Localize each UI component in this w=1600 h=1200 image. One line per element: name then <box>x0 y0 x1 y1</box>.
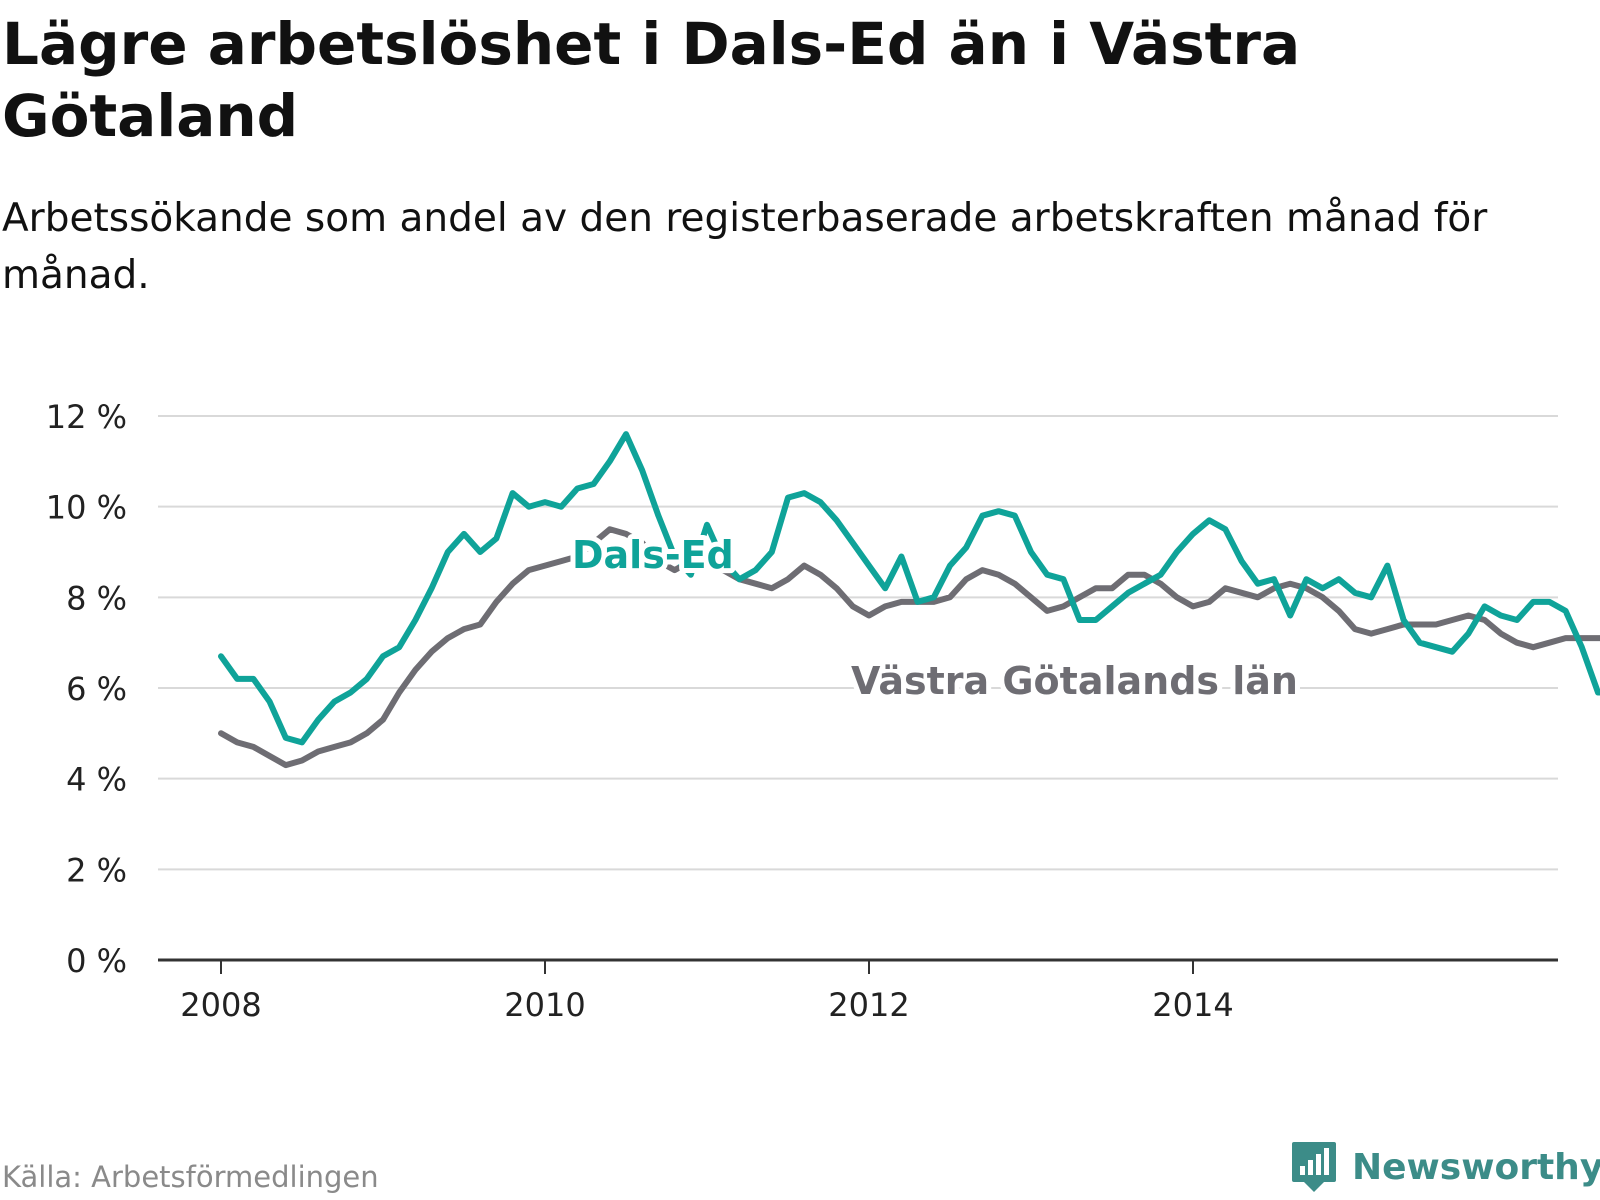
brand[interactable]: Newsworthy <box>1290 1140 1600 1194</box>
y-axis-ticks: 0 % 2 % 4 % 6 % 8 % 10 % 12 % <box>46 398 127 980</box>
x-tick-label: 2012 <box>828 986 909 1024</box>
x-axis: 20082010201220142017201920212023 <box>158 958 1558 1024</box>
y-tick-label: 4 % <box>66 761 127 799</box>
chart-title: Lägre arbetslöshet i Dals-Ed än i Västra… <box>2 10 1301 150</box>
y-tick-label: 10 % <box>46 489 127 527</box>
y-tick-label: 6 % <box>66 670 127 708</box>
brand-name: Newsworthy <box>1352 1146 1600 1188</box>
grid-lines <box>158 415 1558 871</box>
y-tick-label: 0 % <box>66 942 127 980</box>
source-note: Källa: Arbetsförmedlingen <box>2 1160 379 1194</box>
y-tick-label: 2 % <box>66 851 127 889</box>
series-label-dals-ed: Dals-Ed <box>572 533 734 577</box>
x-tick-label: 2010 <box>504 986 585 1024</box>
series-lines <box>218 431 1600 769</box>
x-tick-label: 2014 <box>1152 986 1233 1024</box>
y-tick-label: 12 % <box>46 398 127 436</box>
chart-subtitle: Arbetssökande som andel av den registerb… <box>2 196 1488 298</box>
series-labels: Västra Götalands län5,6 %Dals-Ed4,5 % <box>567 528 1303 708</box>
series-line-dals-ed <box>218 431 1600 746</box>
series-label-vastra-gotaland: Västra Götalands län <box>851 659 1298 703</box>
y-tick-label: 8 % <box>66 579 127 617</box>
newsworthy-logo-icon <box>1292 1142 1336 1192</box>
x-tick-label: 2008 <box>180 986 261 1024</box>
series-line-vastra-gotaland <box>218 526 1600 769</box>
